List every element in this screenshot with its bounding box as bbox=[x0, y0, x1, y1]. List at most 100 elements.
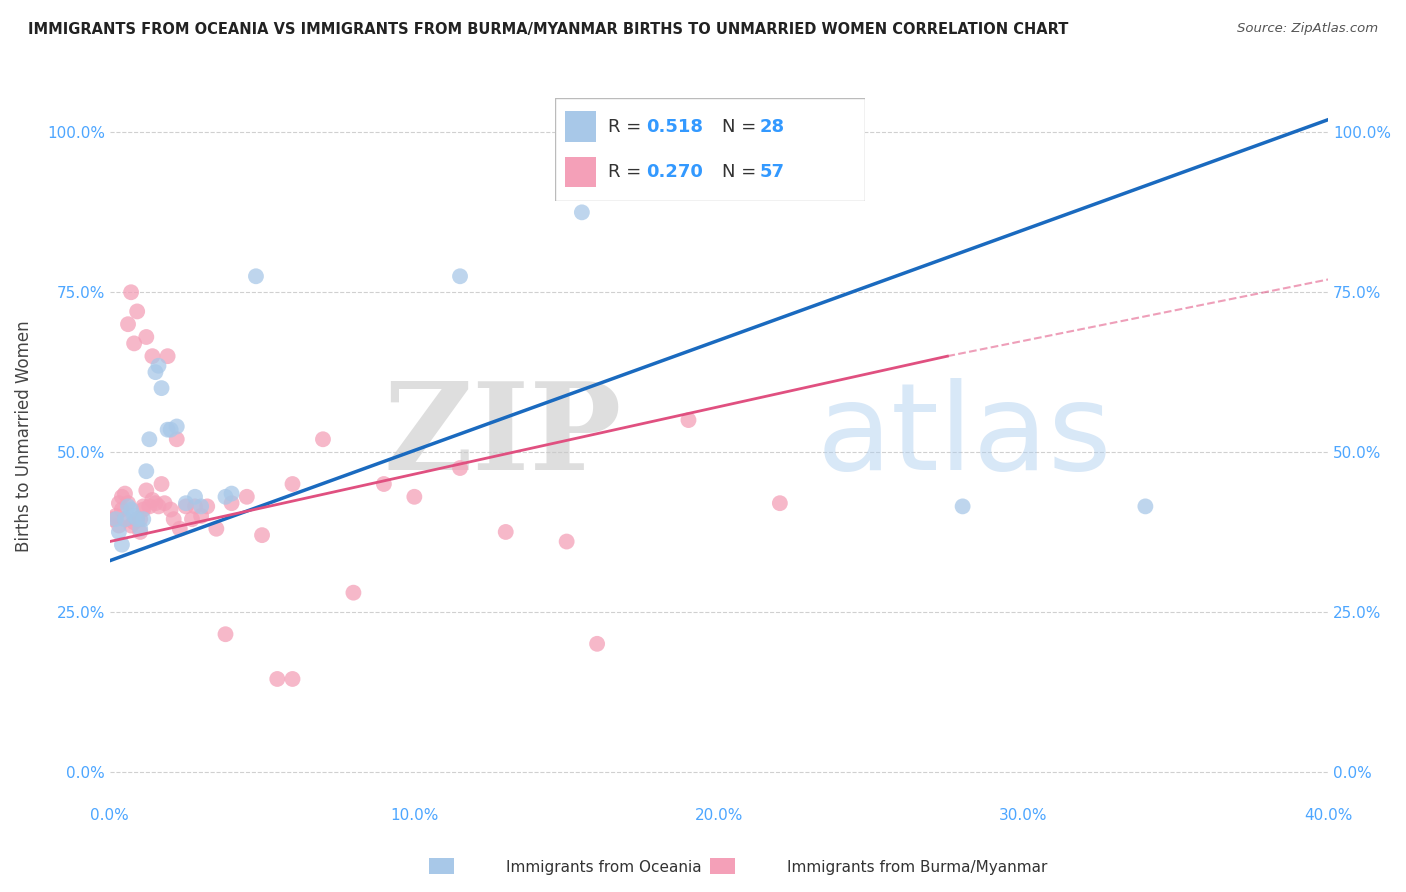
Text: 0.518: 0.518 bbox=[647, 118, 703, 136]
Point bbox=[150, 477, 173, 491]
Point bbox=[122, 516, 145, 530]
Point bbox=[221, 486, 243, 500]
Point bbox=[678, 413, 700, 427]
Point bbox=[122, 508, 145, 523]
Point bbox=[101, 512, 124, 526]
Point bbox=[205, 522, 228, 536]
Point bbox=[129, 522, 152, 536]
Point bbox=[281, 477, 304, 491]
Point bbox=[132, 500, 155, 514]
Point bbox=[449, 461, 471, 475]
Point bbox=[148, 500, 170, 514]
Point bbox=[221, 496, 243, 510]
Point bbox=[312, 432, 335, 446]
Point bbox=[145, 365, 167, 379]
Point bbox=[181, 512, 204, 526]
Point bbox=[166, 419, 188, 434]
Point bbox=[281, 672, 304, 686]
Point bbox=[159, 423, 181, 437]
Point bbox=[117, 500, 139, 514]
Point bbox=[156, 423, 179, 437]
Point bbox=[195, 500, 218, 514]
Point bbox=[129, 512, 152, 526]
Point bbox=[141, 493, 163, 508]
Point bbox=[108, 496, 131, 510]
Point bbox=[250, 528, 273, 542]
Point bbox=[174, 500, 197, 514]
Point bbox=[111, 490, 134, 504]
Point bbox=[145, 496, 167, 510]
Point bbox=[159, 502, 181, 516]
Text: Source: ZipAtlas.com: Source: ZipAtlas.com bbox=[1237, 22, 1378, 36]
Point bbox=[769, 496, 792, 510]
Point bbox=[1135, 500, 1157, 514]
Text: 0.270: 0.270 bbox=[647, 163, 703, 181]
Point bbox=[111, 502, 134, 516]
Text: 57: 57 bbox=[759, 163, 785, 181]
Point bbox=[132, 512, 155, 526]
Point bbox=[117, 317, 139, 331]
Text: atlas: atlas bbox=[817, 377, 1112, 494]
Point bbox=[190, 500, 212, 514]
Text: N =: N = bbox=[723, 163, 762, 181]
Text: IMMIGRANTS FROM OCEANIA VS IMMIGRANTS FROM BURMA/MYANMAR BIRTHS TO UNMARRIED WOM: IMMIGRANTS FROM OCEANIA VS IMMIGRANTS FR… bbox=[28, 22, 1069, 37]
Point bbox=[104, 512, 127, 526]
Point bbox=[571, 205, 593, 219]
FancyBboxPatch shape bbox=[555, 98, 865, 201]
Point bbox=[114, 512, 136, 526]
Text: ZIP: ZIP bbox=[384, 377, 621, 495]
Point bbox=[373, 477, 395, 491]
Point bbox=[127, 512, 149, 526]
Point bbox=[108, 518, 131, 533]
Point bbox=[148, 359, 170, 373]
Point bbox=[174, 496, 197, 510]
Point bbox=[236, 490, 259, 504]
Point bbox=[117, 496, 139, 510]
Bar bbox=[565, 157, 596, 187]
Point bbox=[266, 672, 288, 686]
Point bbox=[586, 637, 609, 651]
Point bbox=[111, 538, 134, 552]
Point bbox=[169, 522, 191, 536]
Point bbox=[129, 524, 152, 539]
Text: 28: 28 bbox=[759, 118, 785, 136]
Point bbox=[184, 490, 207, 504]
Point bbox=[122, 336, 145, 351]
Text: R =: R = bbox=[607, 163, 647, 181]
Point bbox=[214, 490, 236, 504]
Point bbox=[166, 432, 188, 446]
Point bbox=[120, 502, 142, 516]
Point bbox=[150, 381, 173, 395]
Point bbox=[952, 500, 974, 514]
Point bbox=[153, 496, 176, 510]
Text: N =: N = bbox=[723, 118, 762, 136]
Point bbox=[184, 500, 207, 514]
Point bbox=[190, 508, 212, 523]
Point bbox=[108, 524, 131, 539]
Text: R =: R = bbox=[607, 118, 647, 136]
Point bbox=[104, 508, 127, 523]
Point bbox=[120, 518, 142, 533]
Point bbox=[114, 486, 136, 500]
Point bbox=[135, 330, 157, 344]
Point bbox=[156, 349, 179, 363]
Point bbox=[138, 500, 160, 514]
Point bbox=[135, 464, 157, 478]
Point bbox=[245, 269, 267, 284]
Text: Immigrants from Oceania: Immigrants from Oceania bbox=[506, 860, 702, 874]
Point bbox=[127, 512, 149, 526]
Point bbox=[404, 490, 426, 504]
Point bbox=[132, 502, 155, 516]
Point bbox=[135, 483, 157, 498]
Point bbox=[214, 627, 236, 641]
Point bbox=[114, 512, 136, 526]
Point bbox=[495, 524, 517, 539]
Point bbox=[127, 304, 149, 318]
Point bbox=[555, 534, 578, 549]
Point bbox=[141, 349, 163, 363]
Point bbox=[449, 269, 471, 284]
Point bbox=[120, 285, 142, 300]
Y-axis label: Births to Unmarried Women: Births to Unmarried Women bbox=[15, 320, 32, 552]
Point bbox=[342, 585, 364, 599]
Point bbox=[138, 432, 160, 446]
